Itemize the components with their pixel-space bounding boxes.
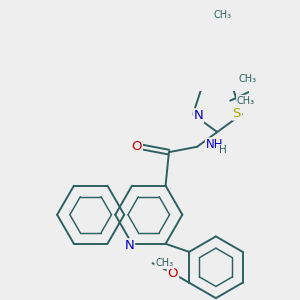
Text: CH₃: CH₃ (213, 10, 231, 20)
Text: O: O (131, 140, 142, 153)
Text: N: N (124, 239, 134, 252)
Text: N: N (194, 109, 203, 122)
Text: H: H (219, 145, 226, 155)
Text: CH₃: CH₃ (237, 96, 255, 106)
Text: CH₃: CH₃ (155, 258, 173, 268)
Text: S: S (232, 106, 241, 120)
Text: CH₃: CH₃ (238, 74, 257, 84)
Text: NH: NH (206, 138, 223, 151)
Text: O: O (168, 267, 178, 280)
